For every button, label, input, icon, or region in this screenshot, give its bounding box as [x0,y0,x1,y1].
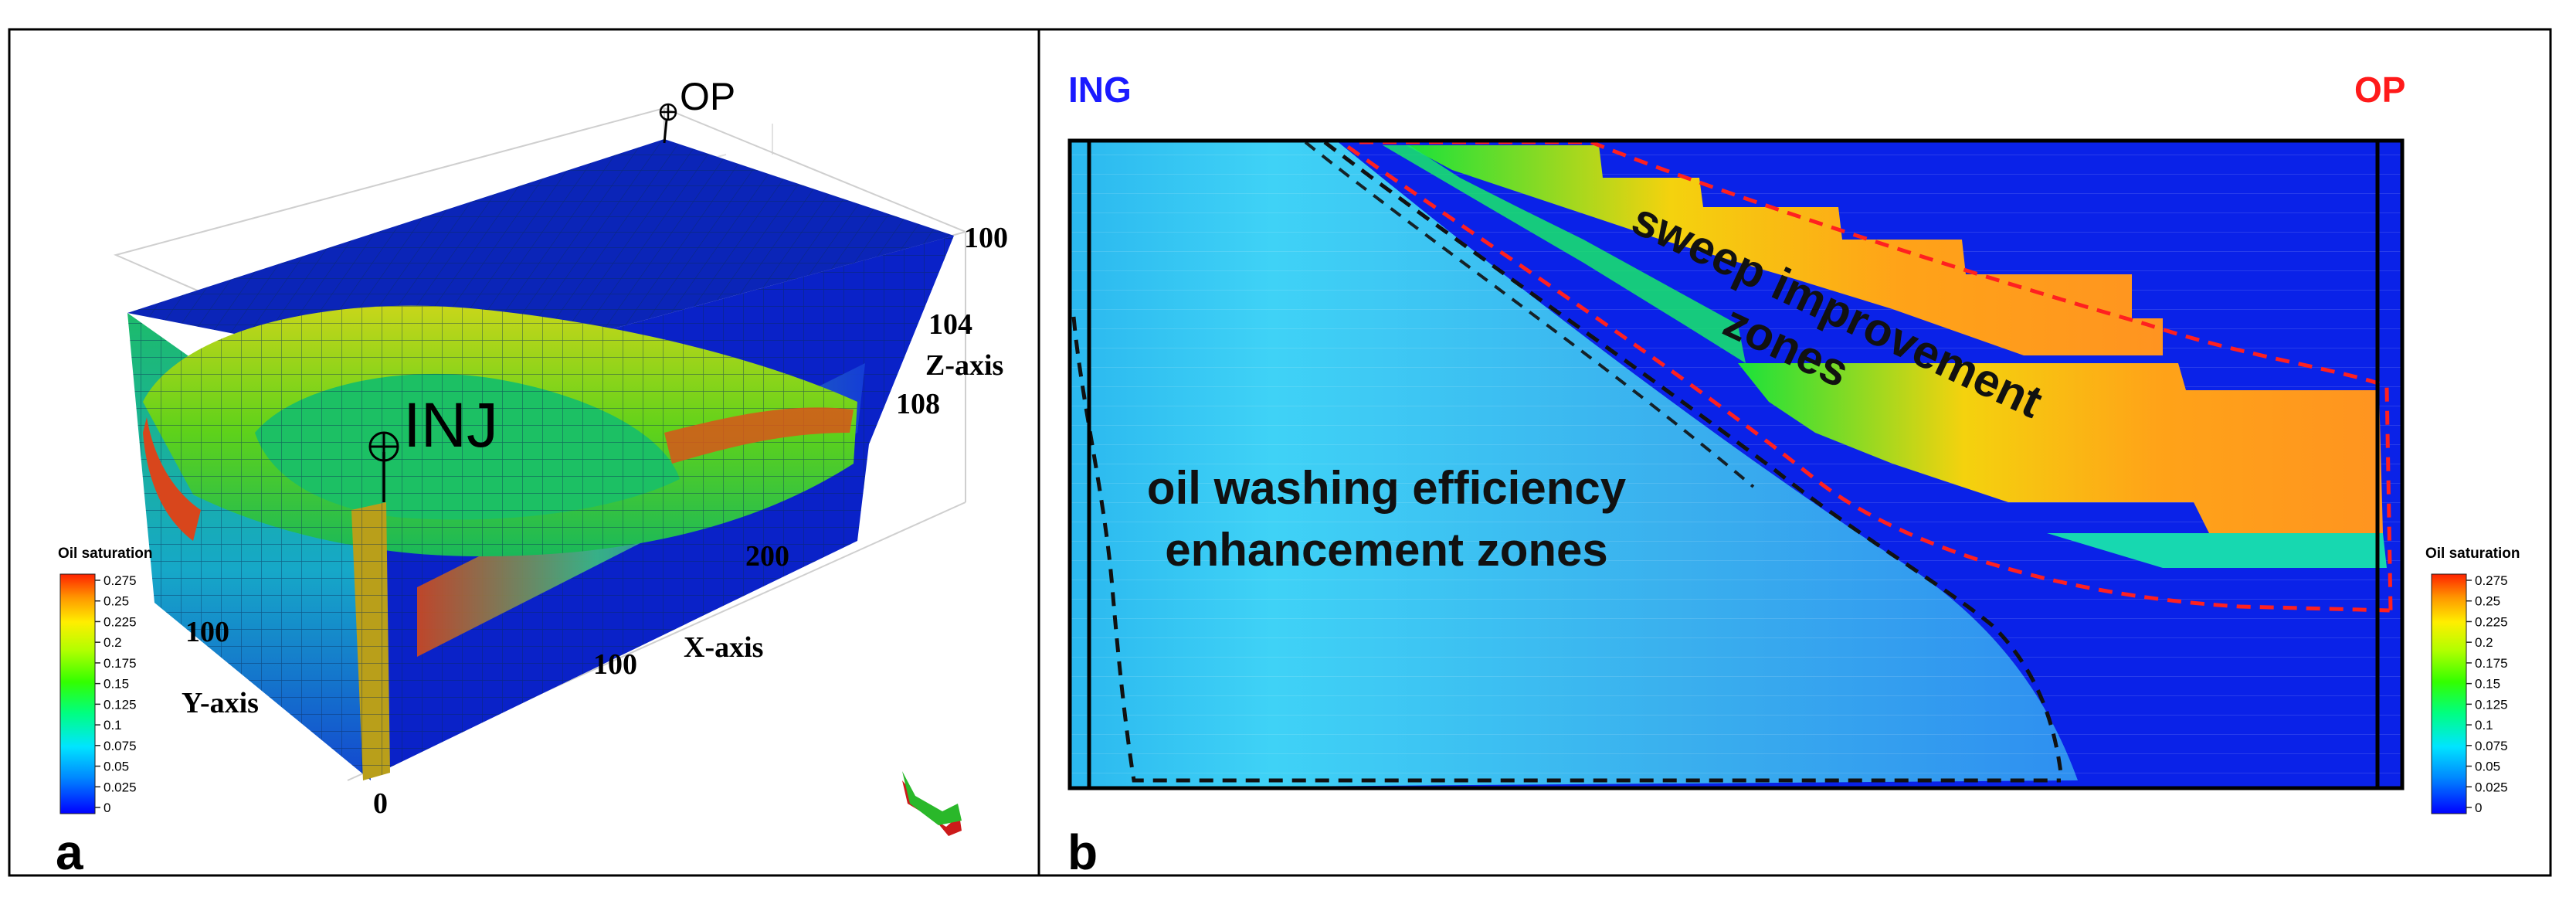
colorbar-tick-label: 0.175 [2475,656,2508,671]
section-frame [1067,138,2405,790]
colorbar-b: Oil saturation 0.275 0.25 0.225 0.2 0.175 0.1… [2425,546,2520,815]
y-axis-label: Y-axis [182,687,259,719]
colorbar-tick-label: 0 [104,801,110,815]
sweep-band-upper [1406,145,2163,355]
z-tick-108: 108 [896,388,940,420]
y-tick-0: 0 [373,787,388,820]
panel-a-letter: a [56,824,83,880]
dome-red-rim-left [143,417,201,541]
x-axis: 200 X-axis 100 [593,540,789,681]
x-tick-100: 100 [593,648,637,681]
sweep-bands [1383,145,2387,568]
injector-well [368,431,399,502]
producer-well [659,103,677,144]
injector-label: INJ [403,390,498,461]
colorbar-a: Oil saturation 0.275 0.25 0.225 0.2 0.175 0.1… [58,546,152,815]
washing-zone-label-line2: enhancement zones [1165,524,1608,576]
sweep-zone-outline-upper [1359,140,2393,611]
x-axis-label: X-axis [684,631,763,664]
colorbar-tick-label: 0.25 [2475,594,2500,609]
colorbar-tick-label: 0.125 [2475,697,2508,712]
injector-label-b: ING [1068,70,1132,110]
colorbar-tick-label: 0.225 [104,614,137,629]
colorbar-tick-label: 0.15 [104,677,129,692]
washing-zone-outline-mid [1304,141,1755,488]
panel-b: ING OP sweep improvement zones oil washi… [1067,70,2520,880]
colorbar-a-title: Oil saturation [58,546,152,562]
colorbar-b-title: Oil saturation [2425,546,2520,562]
colorbar-tick-label: 0 [2475,801,2482,815]
washing-zone-outline-outer [1071,316,2061,783]
panel-a: INJ OP 100 104 Z-axis 108 200 X-axis 100… [56,75,1008,880]
colorbar-a-ticks: 0.275 0.25 0.225 0.2 0.175 0.15 0.125 0.1 0.075 0… [95,573,137,815]
colorbar-a-gradient [59,573,96,814]
colorbar-tick-label: 0.05 [2475,760,2500,774]
washing-zone-outline-inner [1323,141,2063,773]
y-tick-100: 100 [185,616,229,648]
orientation-arrow-icon [902,771,962,836]
colorbar-tick-label: 0.225 [2475,614,2508,629]
z-axis-label: Z-axis [925,349,1003,382]
colorbar-tick-label: 0.1 [2475,718,2493,733]
colorbar-b-gradient [2431,573,2467,814]
producer-label: OP [680,75,735,118]
producer-label-b: OP [2354,70,2405,110]
colorbar-tick-label: 0.275 [2475,573,2508,588]
colorbar-tick-label: 0.1 [104,718,122,733]
z-axis: 100 104 Z-axis 108 [896,222,1008,420]
colorbar-tick-label: 0.25 [104,594,129,609]
x-tick-200: 200 [745,540,789,573]
sweep-band-lower [1738,363,2383,533]
colorbar-tick-label: 0.275 [104,573,137,588]
colorbar-tick-label: 0.15 [2475,677,2500,692]
colorbar-tick-label: 0.05 [104,760,129,774]
colorbar-tick-label: 0.075 [2475,739,2508,753]
colorbar-tick-label: 0.075 [104,739,137,753]
z-tick-104: 104 [928,308,972,341]
panel-b-letter: b [1067,824,1098,880]
colorbar-tick-label: 0.125 [104,697,137,712]
sweep-band-right-tail [2047,533,2387,568]
outer-frame [8,28,2552,877]
washing-zone-label-line1: oil washing efficiency [1147,462,1627,514]
colorbar-tick-label: 0.2 [104,635,122,650]
y-axis: 100 Y-axis 0 [182,616,388,820]
colorbar-tick-label: 0.175 [104,656,137,671]
colorbar-tick-label: 0.2 [2475,635,2493,650]
colorbar-tick-label: 0.025 [104,780,137,794]
colorbar-tick-label: 0.025 [2475,780,2508,794]
dome-red-rim-right [664,407,854,464]
colorbar-b-ticks: 0.275 0.25 0.225 0.2 0.175 0.15 0.125 0.1 0.075 0… [2466,573,2508,815]
z-tick-100: 100 [964,222,1008,254]
